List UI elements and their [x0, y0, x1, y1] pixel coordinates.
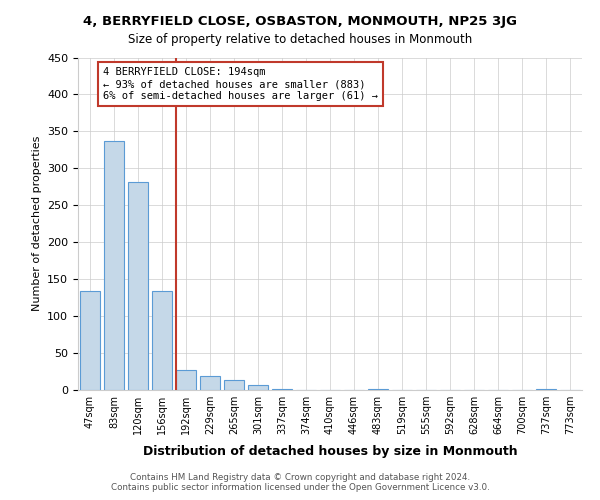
Y-axis label: Number of detached properties: Number of detached properties [32, 136, 41, 312]
Bar [80, 291, 100, 390]
Bar [200, 376, 220, 390]
Text: 4, BERRYFIELD CLOSE, OSBASTON, MONMOUTH, NP25 3JG: 4, BERRYFIELD CLOSE, OSBASTON, MONMOUTH,… [83, 15, 517, 28]
Bar [104, 141, 124, 390]
Bar [248, 385, 268, 390]
Bar [176, 370, 196, 390]
Text: Contains HM Land Registry data © Crown copyright and database right 2024.
Contai: Contains HM Land Registry data © Crown c… [110, 473, 490, 492]
X-axis label: Distribution of detached houses by size in Monmouth: Distribution of detached houses by size … [143, 446, 517, 458]
Bar [152, 291, 172, 390]
Text: Size of property relative to detached houses in Monmouth: Size of property relative to detached ho… [128, 32, 472, 46]
Bar [128, 182, 148, 390]
Bar [224, 380, 244, 390]
Bar [536, 388, 556, 390]
Text: 4 BERRYFIELD CLOSE: 194sqm
← 93% of detached houses are smaller (883)
6% of semi: 4 BERRYFIELD CLOSE: 194sqm ← 93% of deta… [103, 68, 378, 100]
Bar [272, 388, 292, 390]
